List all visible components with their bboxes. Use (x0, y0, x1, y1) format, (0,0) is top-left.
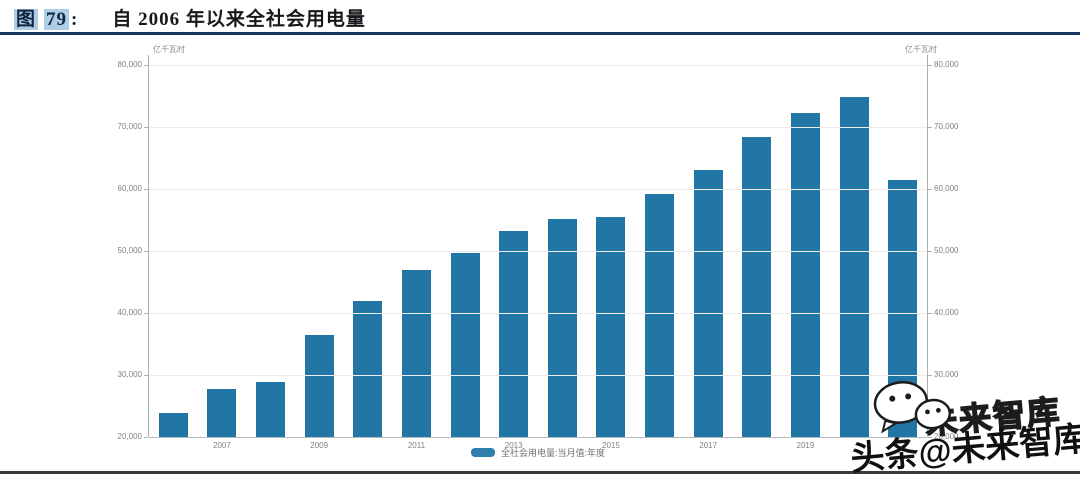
bar-2016 (645, 193, 675, 437)
bar-2018 (742, 136, 772, 437)
tick-mark (144, 375, 148, 376)
bar-slot (441, 65, 490, 437)
tick-mark (928, 437, 932, 438)
gridline (149, 127, 927, 128)
y-axis-right (927, 55, 928, 437)
gridline (149, 65, 927, 66)
x-tick-label: 2017 (699, 441, 718, 450)
figure-number: 79 (44, 9, 70, 30)
bar-slot (733, 65, 782, 437)
x-tick-label: 2013 (504, 441, 523, 450)
bar-slot (587, 65, 636, 437)
x-tick-label: 2009 (310, 441, 329, 450)
y-axis-unit-left: 亿千瓦时 (153, 45, 185, 54)
y-tick-label-left: 70,000 (117, 122, 142, 131)
bar-slot (489, 65, 538, 437)
bar-2007 (207, 389, 237, 437)
y-tick-label-left: 80,000 (117, 60, 142, 69)
legend: 全社会用电量:当月值:年度 (148, 446, 928, 459)
y-axis-left (148, 55, 149, 437)
y-tick-label-left: 20,000 (117, 432, 142, 441)
y-tick-label-left: 40,000 (117, 308, 142, 317)
gridline (149, 189, 927, 190)
bar-2014 (547, 218, 577, 437)
gridline (149, 375, 927, 376)
bar-2013 (499, 231, 529, 437)
tick-mark (928, 251, 932, 252)
gridline (149, 313, 927, 314)
bar-2008 (256, 381, 286, 437)
title-divider (0, 32, 1080, 35)
bar-slot (635, 65, 684, 437)
y-tick-label-right: 50,000 (934, 246, 959, 255)
bar-chart: 亿千瓦时 亿千瓦时 2007 2009 2011 2013 2015 2017 2019 8… (0, 36, 1080, 466)
bar-2020 (839, 97, 869, 437)
bar-slot (295, 65, 344, 437)
figure-label-prefix: 图 (14, 9, 39, 30)
bottom-divider (0, 471, 1080, 474)
bar-slot (198, 65, 247, 437)
gridline (149, 251, 927, 252)
legend-swatch-icon (470, 448, 495, 457)
bar-slot (781, 65, 830, 437)
bar-slot (344, 65, 393, 437)
bar-2010 (353, 300, 383, 437)
x-tick-label: 2011 (407, 441, 426, 450)
bar-2017 (693, 169, 723, 437)
bar-2009 (304, 335, 334, 437)
bar-slot (684, 65, 733, 437)
bar-slot (392, 65, 441, 437)
y-tick-label-right: 60,000 (934, 184, 959, 193)
tick-mark (144, 127, 148, 128)
wechat-emoji-icon (868, 374, 956, 446)
tick-mark (144, 313, 148, 314)
tick-mark (928, 313, 932, 314)
tick-mark (144, 437, 148, 438)
gridline (149, 437, 927, 438)
x-tick-label: 2019 (796, 441, 815, 450)
bar-slot (830, 65, 879, 437)
bar-2011 (401, 270, 431, 437)
tick-mark (928, 65, 932, 66)
x-axis-labels: 2007 2009 2011 2013 2015 2017 2019 (149, 437, 927, 451)
tick-mark (144, 65, 148, 66)
bar-series (149, 65, 927, 437)
y-tick-label-right: 30,000 (934, 370, 959, 379)
tick-mark (144, 189, 148, 190)
tick-mark (928, 375, 932, 376)
plot-area: 2007 2009 2011 2013 2015 2017 2019 80,000 80,00… (118, 55, 958, 450)
figure-header: 图 79: 自 2006 年以来全社会用电量 (14, 4, 1070, 31)
y-tick-label-right: 70,000 (934, 122, 959, 131)
bar-slot (538, 65, 587, 437)
bar-slot (246, 65, 295, 437)
x-tick-label: 2015 (602, 441, 620, 450)
legend-label: 全社会用电量:当月值:年度 (500, 448, 605, 458)
x-tick-label: 2007 (213, 441, 231, 450)
bar-2019 (790, 113, 820, 437)
tick-mark (928, 127, 932, 128)
y-tick-label-left: 60,000 (117, 184, 142, 193)
bar-slot (149, 65, 198, 437)
bar-2012 (450, 253, 480, 437)
watermark: 未来智库 头条@未来智库 (849, 381, 1080, 478)
y-tick-label-right: 80,000 (934, 60, 959, 69)
tick-mark (928, 189, 932, 190)
y-tick-label-right: 40,000 (934, 308, 959, 317)
figure-colon: : (71, 9, 79, 30)
y-tick-label-right: 20,000 (934, 432, 959, 441)
y-tick-label-left: 50,000 (117, 246, 142, 255)
bar-2015 (596, 216, 626, 437)
bar-2006 (158, 412, 188, 437)
tick-mark (144, 251, 148, 252)
figure-title: 自 2006 年以来全社会用电量 (112, 9, 366, 30)
y-axis-unit-right: 亿千瓦时 (905, 45, 937, 54)
y-tick-label-left: 30,000 (117, 370, 142, 379)
